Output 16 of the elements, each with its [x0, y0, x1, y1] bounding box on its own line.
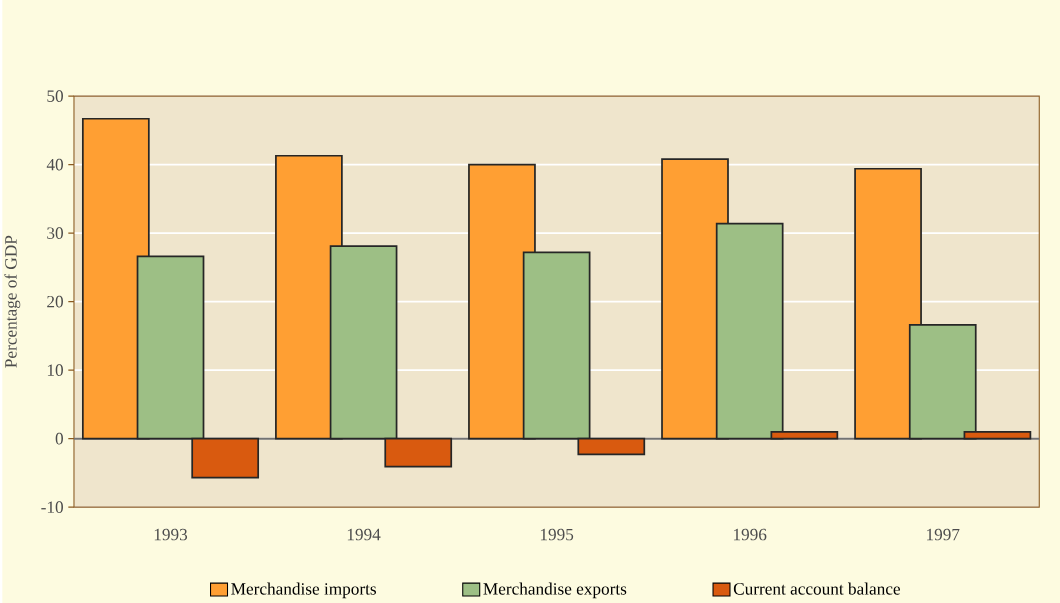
y-tick-label: 40 — [46, 158, 63, 171]
y-tick-label: 0 — [55, 432, 63, 445]
x-tick-label: 1996 — [733, 528, 767, 541]
y-tick-label: -10 — [41, 501, 63, 513]
y-tick-label: 10 — [47, 364, 63, 376]
y-axis-title: Percentage of GDP — [4, 235, 21, 368]
y-tick-label: 30 — [47, 227, 63, 239]
x-tick-label: 1994 — [347, 528, 381, 541]
x-tick-label: 1993 — [154, 528, 188, 541]
legend-label: Merchandise imports — [231, 582, 377, 599]
legend-label: Current account balance — [733, 582, 900, 595]
x-tick-label: 1997 — [927, 528, 960, 541]
y-tick-label: 20 — [47, 295, 63, 308]
y-tick-label: 50 — [47, 90, 63, 102]
legend-label: Merchandise exports — [483, 582, 627, 599]
x-tick-label: 1995 — [540, 528, 574, 541]
